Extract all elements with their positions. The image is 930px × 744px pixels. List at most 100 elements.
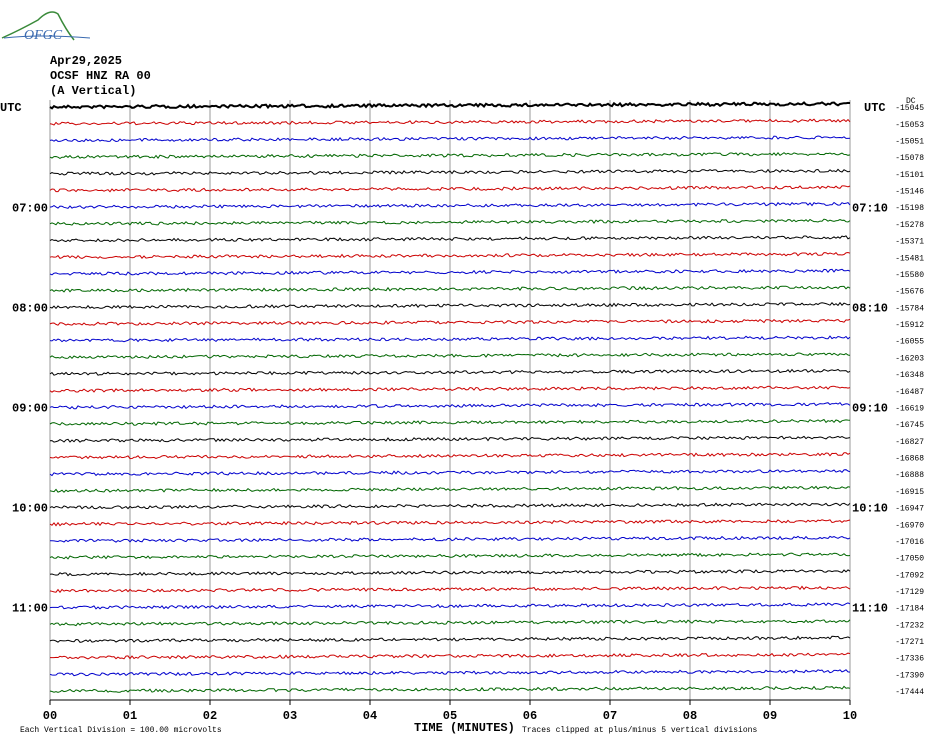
offset-label: -15051 (895, 137, 924, 146)
offset-label: -17129 (895, 588, 924, 597)
offset-label: -15045 (895, 104, 924, 113)
offset-label: -16487 (895, 388, 924, 397)
trace (49, 635, 851, 643)
x-tick-label: 09 (763, 709, 777, 723)
offset-label: -17271 (895, 638, 924, 647)
trace (49, 619, 851, 627)
trace (49, 235, 851, 243)
trace (49, 118, 851, 126)
offset-label: -17232 (895, 621, 924, 630)
time-label: UTC (0, 101, 22, 115)
offset-label: -16947 (895, 505, 924, 514)
time-label: UTC (864, 101, 886, 115)
trace (49, 301, 851, 310)
trace (49, 101, 851, 110)
clip-note: Traces clipped at plus/minus 5 vertical … (522, 726, 757, 735)
offset-label: -15481 (895, 254, 924, 263)
trace (49, 585, 851, 594)
x-tick-label: 04 (363, 709, 377, 723)
offset-label: -15912 (895, 321, 924, 330)
offset-label: -17050 (895, 555, 924, 564)
time-label: 10:00 (12, 502, 48, 516)
offset-label: -16888 (895, 471, 924, 480)
offset-label: -17336 (895, 655, 924, 664)
trace (49, 602, 851, 610)
trace (49, 335, 851, 343)
time-label: 10:10 (852, 502, 888, 516)
logo-mark (1, 11, 75, 41)
offset-label: -16203 (895, 354, 924, 363)
offset-label: -15278 (895, 221, 924, 230)
logo-mark (3, 35, 91, 39)
offset-label: -15101 (895, 171, 924, 180)
time-label: 08:10 (852, 301, 888, 315)
trace (49, 669, 851, 677)
trace (49, 352, 851, 360)
trace (49, 285, 851, 293)
x-tick-label: 03 (283, 709, 297, 723)
trace (49, 535, 851, 543)
offset-label: -17390 (895, 671, 924, 680)
title: (A Vertical) (50, 84, 136, 98)
trace (49, 185, 851, 193)
trace (49, 452, 851, 460)
x-axis-title: TIME (MINUTES) (414, 721, 515, 735)
x-tick-label: 07 (603, 709, 617, 723)
trace (49, 268, 851, 276)
x-tick-label: 06 (523, 709, 537, 723)
time-label: 08:00 (12, 301, 48, 315)
offset-label: -15053 (895, 121, 924, 130)
scale-note: Each Vertical Division = 100.00 microvol… (20, 726, 222, 735)
offset-label: -17092 (895, 571, 924, 580)
title: OCSF HNZ RA 00 (50, 69, 151, 83)
trace (49, 168, 851, 176)
offset-label: -15580 (895, 271, 924, 280)
offset-label: -16619 (895, 404, 924, 413)
trace (49, 552, 851, 560)
offset-label: -15371 (895, 238, 924, 247)
offset-label: -16055 (895, 338, 924, 347)
x-tick-label: 10 (843, 709, 857, 723)
trace (49, 201, 851, 209)
offset-label: -15676 (895, 288, 924, 297)
dc-label: DC (906, 97, 916, 106)
trace (49, 385, 851, 393)
offset-label: -15784 (895, 304, 924, 313)
time-label: 07:10 (852, 201, 888, 215)
x-tick-label: 05 (443, 709, 457, 723)
trace (49, 151, 851, 159)
offset-label: -16868 (895, 455, 924, 464)
offset-label: -16745 (895, 421, 924, 430)
trace (49, 469, 851, 477)
time-label: 11:00 (12, 602, 48, 616)
offset-label: -17016 (895, 538, 924, 547)
offset-label: -15198 (895, 204, 924, 213)
time-label: 07:00 (12, 201, 48, 215)
trace (49, 685, 851, 693)
trace (49, 318, 851, 326)
trace (49, 402, 851, 410)
offset-label: -16348 (895, 371, 924, 380)
time-label: 11:10 (852, 602, 888, 616)
trace (49, 218, 851, 226)
offset-label: -15078 (895, 154, 924, 163)
offset-label: -16915 (895, 488, 924, 497)
trace (49, 135, 851, 143)
offset-label: -15146 (895, 188, 924, 197)
time-label: 09:00 (12, 402, 48, 416)
trace (49, 368, 851, 376)
x-tick-label: 01 (123, 709, 137, 723)
trace (49, 418, 851, 426)
trace (49, 251, 851, 260)
trace (49, 519, 851, 527)
x-tick-label: 08 (683, 709, 697, 723)
offset-label: -17184 (895, 605, 924, 614)
trace (49, 502, 851, 510)
trace (49, 569, 851, 577)
x-tick-label: 02 (203, 709, 217, 723)
x-tick-label: 00 (43, 709, 57, 723)
offset-label: -16970 (895, 521, 924, 530)
logo-text: OFGC (24, 28, 63, 43)
offset-label: -17444 (895, 688, 924, 697)
